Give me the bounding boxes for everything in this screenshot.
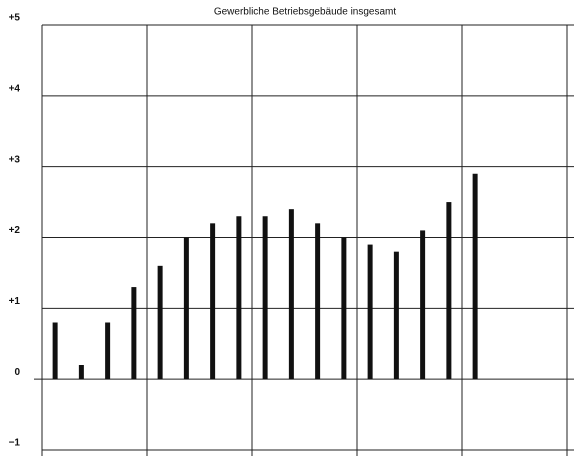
y-tick-label: +4 <box>9 83 21 94</box>
bar <box>262 216 268 380</box>
y-tick-label: +2 <box>9 225 21 236</box>
bar <box>420 230 426 380</box>
y-tick-label: −1 <box>9 438 21 449</box>
bar <box>315 223 321 380</box>
bar <box>472 173 478 380</box>
bar <box>105 322 111 380</box>
y-tick-label: +1 <box>9 296 21 307</box>
bar <box>183 237 189 380</box>
bar <box>367 244 373 380</box>
bar <box>236 216 242 380</box>
bar <box>52 322 58 380</box>
bar <box>157 265 163 380</box>
bar <box>210 223 216 380</box>
y-tick-label: +5 <box>9 13 21 24</box>
bar <box>446 202 452 380</box>
chart-title: Gewerbliche Betriebsgebäude insgesamt <box>214 7 397 18</box>
bar <box>341 237 347 380</box>
bar <box>288 209 294 380</box>
y-tick-label: +3 <box>9 154 21 165</box>
bar <box>78 365 84 380</box>
bar <box>131 287 137 380</box>
y-tick-label: 0 <box>14 367 20 378</box>
bar <box>393 251 399 380</box>
